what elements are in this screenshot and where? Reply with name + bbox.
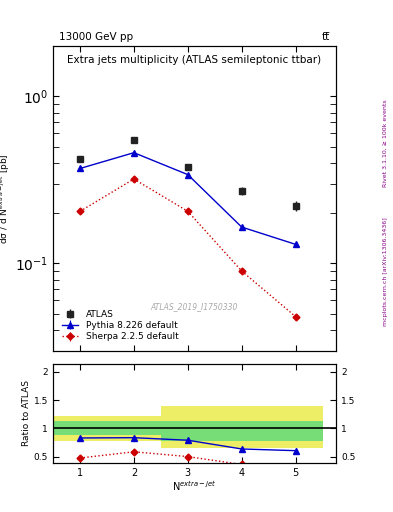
Legend: ATLAS, Pythia 8.226 default, Sherpa 2.2.5 default: ATLAS, Pythia 8.226 default, Sherpa 2.2.…: [61, 308, 180, 343]
Bar: [107, 416, 161, 441]
Y-axis label: Ratio to ATLAS: Ratio to ATLAS: [22, 380, 31, 446]
Text: ATLAS_2019_I1750330: ATLAS_2019_I1750330: [151, 302, 238, 311]
Y-axis label: dσ / d N$^{extra-jet}$ [pb]: dσ / d N$^{extra-jet}$ [pb]: [0, 153, 12, 244]
Text: 13000 GeV pp: 13000 GeV pp: [59, 32, 133, 41]
Bar: [53, 416, 107, 441]
Bar: [215, 421, 269, 441]
Text: mcplots.cern.ch [arXiv:1306.3436]: mcplots.cern.ch [arXiv:1306.3436]: [383, 217, 388, 326]
Bar: [161, 406, 215, 448]
Bar: [215, 406, 269, 448]
Bar: [269, 406, 323, 448]
Bar: [161, 421, 215, 441]
Text: tt̅: tt̅: [322, 32, 331, 41]
Text: Rivet 3.1.10, ≥ 100k events: Rivet 3.1.10, ≥ 100k events: [383, 99, 388, 187]
Bar: [53, 421, 107, 435]
Text: Extra jets multiplicity (ATLAS semileptonic ttbar): Extra jets multiplicity (ATLAS semilepto…: [68, 55, 321, 65]
Bar: [107, 421, 161, 435]
X-axis label: N$^{extra-jet}$: N$^{extra-jet}$: [172, 480, 217, 494]
Bar: [269, 421, 323, 441]
